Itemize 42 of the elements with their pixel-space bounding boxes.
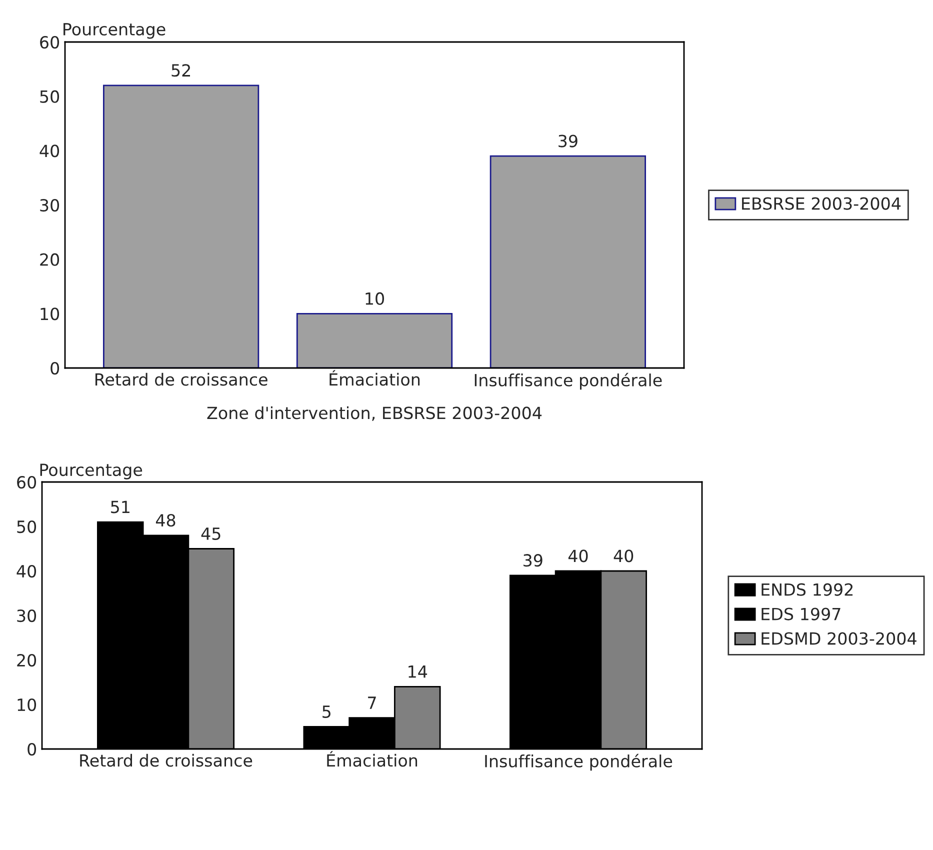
bar (296, 312, 453, 368)
y-tick-label: 20 (17, 654, 36, 667)
data-label: 45 (201, 528, 220, 540)
y-tick-label: 10 (18, 698, 36, 712)
x-tick-label: Émaciation (330, 370, 420, 386)
x-tick-label: Émaciation (327, 751, 418, 767)
y-tick-label: 40 (40, 144, 60, 158)
legend-label: EDS 1997 (762, 608, 840, 620)
data-label: 40 (568, 550, 588, 562)
bar (490, 155, 646, 368)
y-tick-label: 0 (50, 362, 60, 375)
data-label: 51 (111, 500, 130, 514)
y-tick-label: 30 (17, 609, 36, 622)
data-label: 40 (614, 550, 634, 562)
y-tick-label: 60 (40, 36, 60, 49)
data-label: 10 (366, 292, 384, 305)
y-tick-label: 30 (40, 198, 60, 212)
y-axis-title: Pourcentage (40, 464, 142, 480)
legend-label: EBSRSE 2003-2004 (742, 197, 901, 210)
x-tick-label: Retard de croissance (80, 754, 252, 767)
data-label: 14 (408, 666, 428, 678)
data-label: 5 (322, 706, 330, 718)
legend-label: EDSMD 2003-2004 (762, 632, 916, 645)
bar (102, 84, 260, 368)
y-tick-label: 40 (16, 564, 36, 578)
x-tick-label: Retard de croissance (95, 372, 268, 386)
y-tick-label: 50 (17, 520, 36, 534)
y-tick-label: 0 (28, 742, 36, 756)
data-label: 39 (524, 554, 542, 567)
data-label: 52 (172, 64, 190, 77)
data-label: 39 (558, 134, 578, 148)
y-tick-label: 60 (17, 476, 36, 489)
data-label: 48 (156, 514, 176, 527)
y-axis-title: Pourcentage (64, 23, 166, 39)
x-axis-title: Zone d'intervention, EBSRSE 2003-2004 (207, 406, 542, 421)
y-tick-label: 20 (40, 253, 60, 266)
y-tick-label: 10 (40, 308, 60, 320)
x-tick-label: Insuffisance pondérale (474, 372, 662, 390)
data-label: 7 (368, 696, 376, 709)
y-tick-label: 50 (40, 90, 60, 103)
legend-label: ENDS 1992 (762, 583, 853, 596)
x-tick-label: Insuffisance pondérale (485, 754, 672, 771)
